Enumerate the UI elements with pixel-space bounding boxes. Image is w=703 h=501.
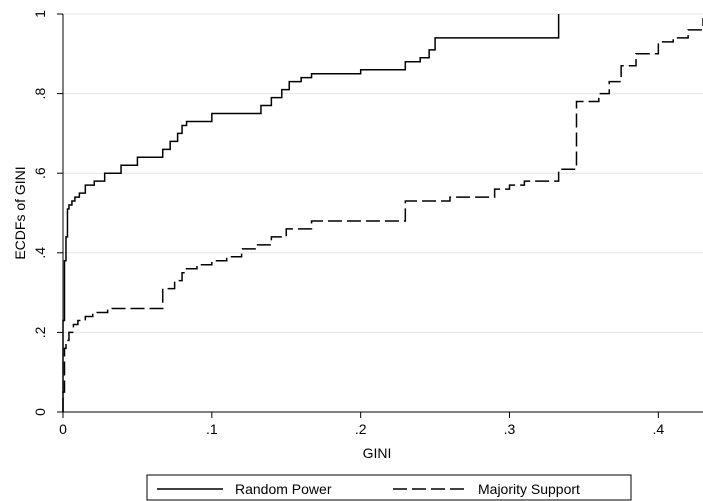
y-tick-label-1: .2 <box>32 326 48 338</box>
gridlines <box>63 13 703 333</box>
legend: Random Power Majority Support <box>146 474 632 501</box>
y-tick-label-0: 0 <box>32 408 48 416</box>
legend-label-random-power: Random Power <box>235 481 332 497</box>
axes <box>62 14 703 413</box>
x-ticks: 0 .1 .2 .3 .4 <box>59 412 664 437</box>
y-tick-label-2: .4 <box>32 247 48 259</box>
x-tick-label-2: .2 <box>355 421 367 437</box>
legend-label-majority-support: Majority Support <box>478 481 580 497</box>
x-tick-label-0: 0 <box>59 421 67 437</box>
series-line-majority-support <box>62 17 703 412</box>
y-tick-label-4: .8 <box>32 88 48 100</box>
y-ticks: 0 .2 .4 .6 .8 1 <box>32 10 63 416</box>
x-tick-label-4: .4 <box>653 421 665 437</box>
x-tick-label-1: .1 <box>206 421 218 437</box>
y-axis-title: ECDFs of GINI <box>12 166 28 259</box>
x-tick-label-3: .3 <box>504 421 516 437</box>
series-lines <box>62 14 703 412</box>
y-tick-label-5: 1 <box>32 10 48 18</box>
series-line-random-power <box>62 14 560 412</box>
x-axis-title: GINI <box>363 445 392 461</box>
legend-box <box>146 474 632 501</box>
y-tick-label-3: .6 <box>32 167 48 179</box>
